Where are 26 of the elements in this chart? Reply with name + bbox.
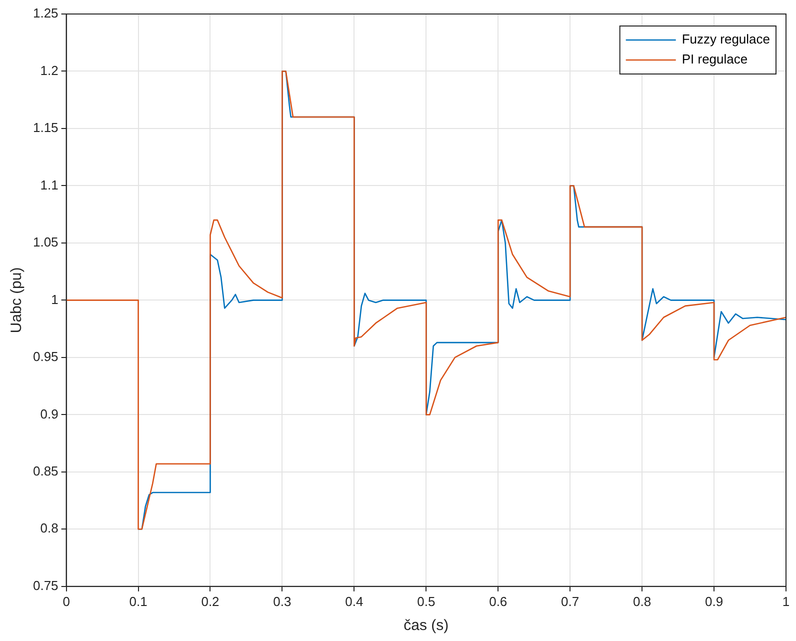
x-tick-label: 0.2 [201,594,220,609]
y-tick-label: 0.85 [32,464,58,478]
x-tick-label: 0.4 [345,594,364,609]
x-tick-label: 0.5 [417,594,436,609]
y-tick-label: 1.1 [40,177,58,192]
y-tick-label: 0.75 [32,578,58,593]
x-axis-title: čas (s) [404,617,449,634]
y-tick-label: 0.95 [32,349,58,364]
y-tick-label: 0.8 [40,520,58,536]
x-tick-label: 0.1 [129,594,148,609]
x-tick-label: 0.8 [633,594,652,609]
y-tick-label: 1.05 [32,234,58,250]
y-tick-label: 1.15 [32,120,58,136]
x-tick-label: 1 [782,594,790,609]
y-tick-label: 1.2 [40,62,58,78]
x-tick-label: 0.6 [489,594,508,609]
y-tick-label: 0.9 [40,406,58,422]
legend-label: Fuzzy regulace [682,32,770,47]
legend-label: PI regulace [682,52,748,67]
x-tick-label: 0.7 [561,594,580,609]
x-tick-label: 0.3 [273,594,292,609]
x-tick-label: 0.9 [704,594,724,609]
y-tick-label: 1.25 [32,6,58,21]
x-tick-label: 0 [62,594,70,609]
y-axis-title: Uabc (pu) [8,267,26,334]
y-tick-label: 1 [51,292,58,307]
